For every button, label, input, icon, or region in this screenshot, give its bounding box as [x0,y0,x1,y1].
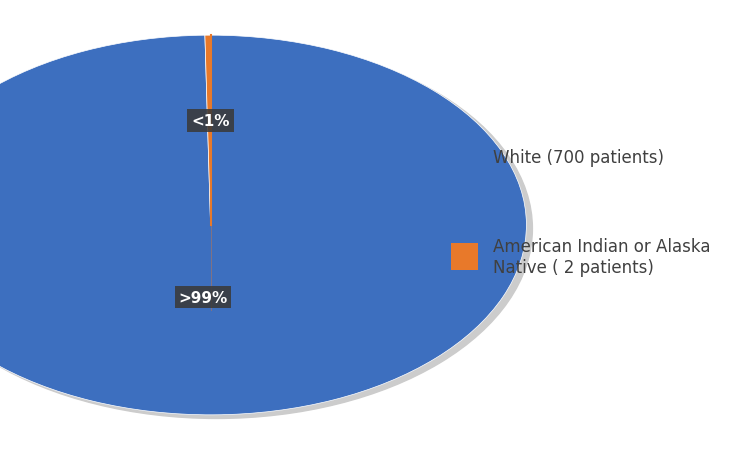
Text: <1%: <1% [191,114,230,129]
Wedge shape [0,36,526,415]
Circle shape [0,40,532,419]
FancyBboxPatch shape [451,244,478,271]
FancyBboxPatch shape [451,144,478,171]
Text: American Indian or Alaska
Native ( 2 patients): American Indian or Alaska Native ( 2 pat… [493,238,710,276]
Wedge shape [205,36,211,226]
Text: White (700 patients): White (700 patients) [493,149,663,167]
Text: >99%: >99% [178,290,228,305]
